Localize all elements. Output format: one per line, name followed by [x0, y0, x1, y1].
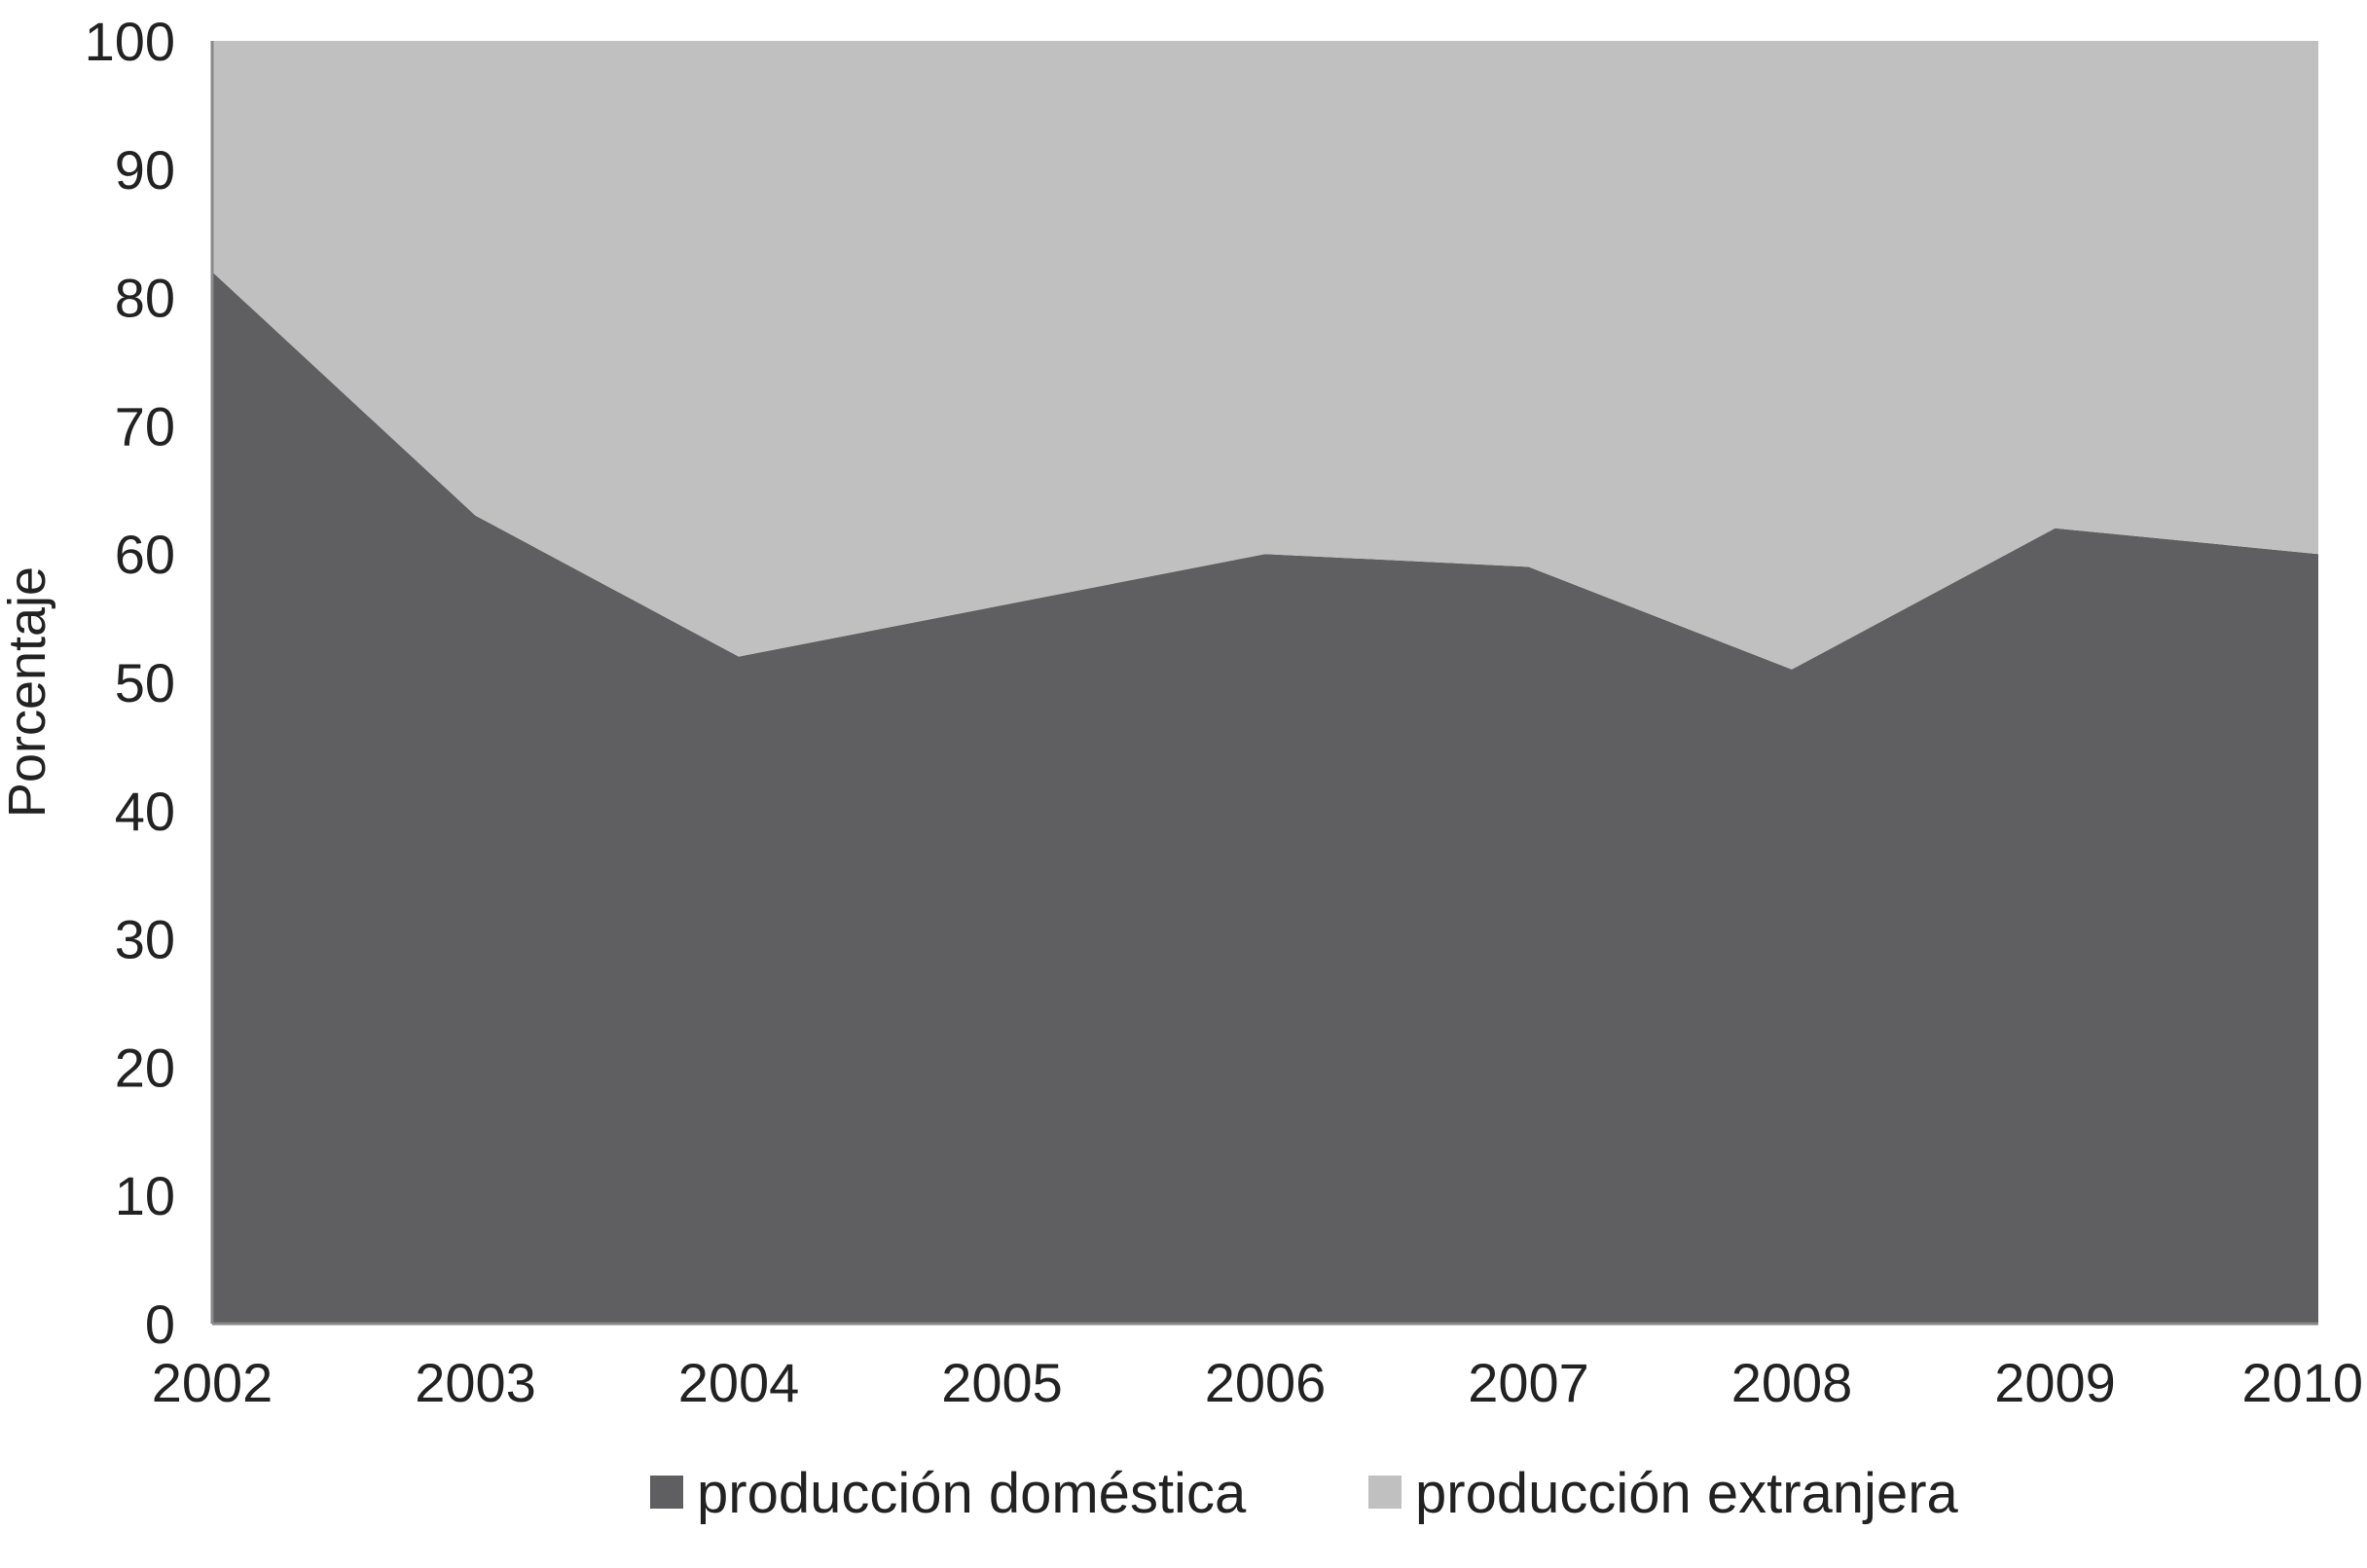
- y-axis-title: Porcentaje: [0, 566, 56, 818]
- x-tick-label: 2004: [678, 1352, 800, 1413]
- y-tick-label: 80: [115, 268, 175, 329]
- x-tick-label: 2010: [2241, 1352, 2363, 1413]
- x-tick-label: 2009: [1994, 1352, 2116, 1413]
- x-tick-label: 2003: [415, 1352, 536, 1413]
- y-tick-label: 30: [115, 909, 175, 970]
- x-tick-label: 2008: [1731, 1352, 1853, 1413]
- legend-swatch: [1368, 1476, 1402, 1509]
- legend-label: producción doméstica: [697, 1462, 1247, 1525]
- legend: producción doméstica producción extranjer…: [650, 1462, 1959, 1525]
- y-tick-labels: 0 10 20 30 40 50 60 70 80 90 100: [85, 11, 175, 1355]
- legend-item-1: producción doméstica: [650, 1462, 1247, 1525]
- y-tick-label: 70: [115, 395, 175, 456]
- y-tick-label: 0: [145, 1294, 175, 1355]
- y-tick-label: 90: [115, 139, 175, 201]
- y-tick-label: 40: [115, 781, 175, 842]
- x-tick-label: 2007: [1468, 1352, 1589, 1413]
- y-tick-label: 60: [115, 524, 175, 585]
- area-series-2: [212, 41, 2318, 670]
- y-tick-label: 50: [115, 652, 175, 713]
- y-tick-label: 10: [115, 1165, 175, 1226]
- legend-label: producción extranjera: [1415, 1462, 1959, 1525]
- legend-swatch: [650, 1476, 683, 1509]
- y-tick-label: 20: [115, 1037, 175, 1098]
- x-tick-label: 2002: [152, 1352, 273, 1413]
- y-tick-label: 100: [85, 11, 175, 72]
- x-tick-label: 2006: [1205, 1352, 1327, 1413]
- x-tick-labels: 2002 2003 2004 2005 2006 2007 2008 2009 2010: [152, 1352, 2363, 1413]
- x-tick-label: 2005: [941, 1352, 1063, 1413]
- plot-area: [212, 41, 2318, 1325]
- legend-item-2: producción extranjera: [1368, 1462, 1959, 1525]
- area-series-1: [212, 272, 2318, 1325]
